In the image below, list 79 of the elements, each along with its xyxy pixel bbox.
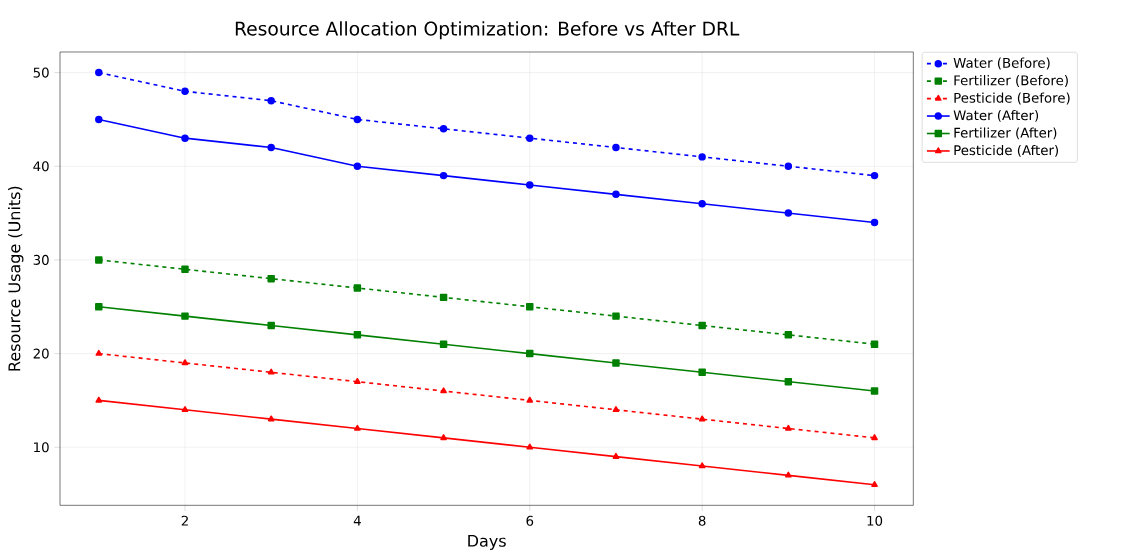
point	[785, 424, 792, 431]
point	[267, 143, 275, 152]
point	[784, 377, 793, 386]
x-tick-label: 10	[867, 515, 883, 526]
point	[95, 396, 103, 403]
point	[353, 284, 362, 292]
point	[95, 303, 103, 311]
point	[440, 434, 447, 441]
point	[612, 312, 620, 320]
x-tick-label: 2	[181, 515, 188, 526]
legend-label: Fertilizer (Before)	[954, 75, 1068, 87]
point	[698, 199, 706, 208]
point	[181, 87, 189, 96]
point	[439, 293, 448, 302]
point	[95, 68, 103, 77]
point	[526, 134, 534, 142]
point	[439, 340, 448, 348]
y-tick-label: 40	[33, 161, 49, 172]
point	[698, 462, 706, 469]
point	[353, 162, 362, 170]
point	[267, 96, 275, 105]
point	[439, 171, 448, 180]
point	[612, 406, 620, 413]
point	[267, 368, 275, 375]
legend-label: Pesticide (After)	[954, 144, 1059, 157]
point	[181, 265, 189, 274]
point	[870, 387, 879, 395]
point	[95, 115, 103, 124]
point	[526, 303, 534, 311]
point	[526, 396, 534, 403]
point	[612, 190, 620, 199]
point	[784, 331, 793, 339]
point	[181, 312, 189, 320]
point	[871, 434, 878, 441]
point	[440, 387, 447, 394]
y-tick-label: 20	[33, 348, 49, 359]
point	[612, 452, 620, 459]
point	[439, 125, 448, 133]
point	[181, 406, 189, 413]
legend-label: Water (Before)	[953, 57, 1050, 70]
point	[785, 471, 792, 478]
y-tick-label: 30	[33, 254, 49, 265]
x-axis-title: Days	[468, 534, 506, 550]
x-tick-label: 4	[353, 515, 361, 526]
point	[870, 171, 879, 180]
point	[267, 415, 275, 422]
point	[267, 321, 275, 330]
point	[784, 209, 793, 217]
point	[354, 377, 361, 384]
point	[612, 359, 620, 367]
point	[181, 359, 189, 366]
point	[95, 256, 103, 264]
point	[870, 340, 879, 348]
point	[698, 153, 706, 161]
point	[354, 424, 361, 431]
x-tick-label: 6	[526, 515, 534, 526]
point	[526, 181, 534, 189]
point	[181, 134, 189, 142]
point	[871, 480, 878, 487]
point	[698, 321, 706, 330]
point	[353, 331, 362, 339]
y-tick-label: 50	[33, 67, 49, 78]
legend-label: Water (After)	[953, 109, 1039, 122]
point	[698, 368, 706, 377]
point	[526, 349, 534, 358]
legend-label: Pesticide (Before)	[954, 92, 1070, 105]
point	[353, 115, 362, 124]
point	[698, 415, 706, 422]
point	[267, 274, 275, 283]
point	[95, 349, 103, 356]
point	[784, 162, 793, 170]
point	[870, 218, 879, 227]
y-tick-label: 10	[34, 442, 49, 453]
point	[526, 443, 534, 450]
y-axis-title: Resource Usage (Units)	[8, 186, 24, 371]
legend-label: Fertilizer (After)	[954, 127, 1057, 140]
chart-title: Resource Allocation Optimization: Before vs After DRL	[235, 21, 740, 40]
x-tick-label: 8	[698, 515, 706, 526]
point	[612, 143, 620, 152]
